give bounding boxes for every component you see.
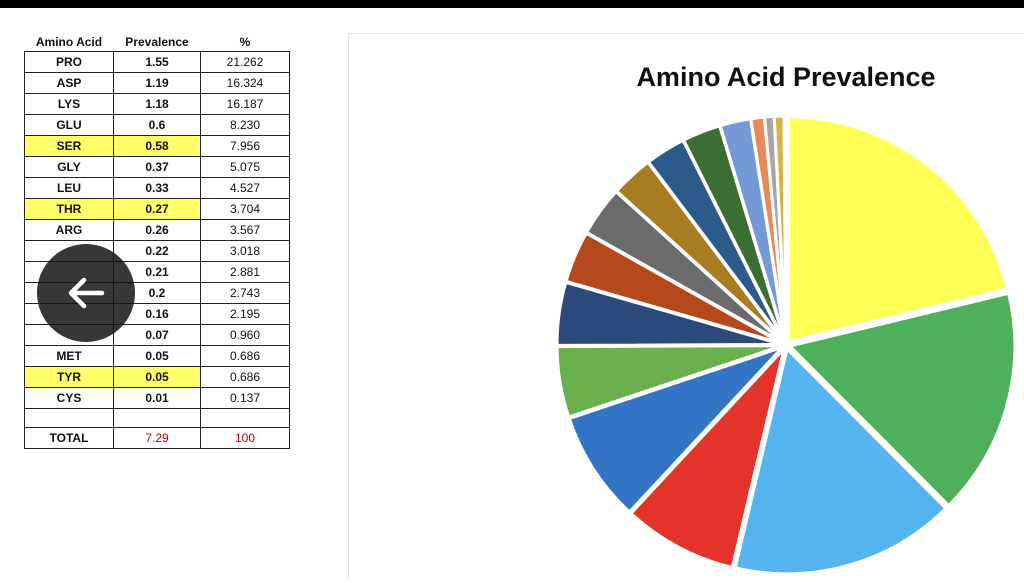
prevalence-cell: 0.26 xyxy=(113,219,201,241)
percent-cell: 5.075 xyxy=(200,156,290,178)
amino-acid-cell: ARG xyxy=(24,219,114,241)
prevalence-cell: 0.37 xyxy=(113,156,201,178)
percent-cell: 3.567 xyxy=(200,219,290,241)
prevalence-cell: 0.07 xyxy=(113,324,201,346)
total-label: TOTAL xyxy=(24,427,114,449)
prevalence-cell: 1.19 xyxy=(113,72,201,94)
total-percent: 100 xyxy=(200,427,290,449)
pie-slice-asp xyxy=(788,291,1017,508)
table-row: ARG 0.26 3.567 xyxy=(24,219,290,241)
table-row: SER 0.58 7.956 xyxy=(24,135,290,157)
amino-acid-cell: LYS xyxy=(24,93,114,115)
pie-slice-glu xyxy=(629,347,786,569)
blank-cell xyxy=(24,408,114,428)
percent-cell: 8.230 xyxy=(200,114,290,136)
blank-row xyxy=(24,408,290,428)
amino-acid-table: Amino Acid Prevalence % PRO 1.55 21.262 ASP… xyxy=(24,33,290,449)
prevalence-cell: 0.58 xyxy=(113,135,201,157)
prevalence-cell: 1.18 xyxy=(113,93,201,115)
percent-cell: 0.137 xyxy=(200,387,290,409)
table-row: CYS 0.01 0.137 xyxy=(24,387,290,409)
header-amino-acid: Amino Acid xyxy=(35,35,103,49)
percent-cell: 0.686 xyxy=(200,345,290,367)
table-header-row: Amino Acid Prevalence % xyxy=(25,33,290,52)
amino-acid-cell: TYR xyxy=(24,366,114,388)
header-percent: % xyxy=(239,35,251,49)
amino-acid-cell: GLY xyxy=(24,156,114,178)
amino-acid-cell: SER xyxy=(24,135,114,157)
top-bar xyxy=(0,0,1024,8)
percent-cell: 7.956 xyxy=(200,135,290,157)
table-body: PRO 1.55 21.262 ASP 1.19 16.324 LYS 1.18 16.187 G… xyxy=(24,51,290,449)
percent-cell: 21.262 xyxy=(200,51,290,73)
amino-acid-cell: CYS xyxy=(24,387,114,409)
table-row: THR 0.27 3.704 xyxy=(24,198,290,220)
table-row: ASP 1.19 16.324 xyxy=(24,72,290,94)
pie-slice-cys xyxy=(782,114,788,343)
percent-cell: 3.018 xyxy=(200,240,290,262)
table-row: LYS 1.18 16.187 xyxy=(24,93,290,115)
percent-cell: 16.187 xyxy=(200,93,290,115)
back-button[interactable] xyxy=(37,244,135,342)
arrow-left-icon xyxy=(68,277,105,309)
blank-cell xyxy=(200,408,290,428)
pie-slice-pro xyxy=(786,115,1009,344)
pie-chart: Amino Acid Prevalence xyxy=(555,62,1017,576)
amino-acid-cell: THR xyxy=(24,198,114,220)
table-row: PRO 1.55 21.262 xyxy=(24,51,290,73)
percent-cell: 2.743 xyxy=(200,282,290,304)
percent-cell: 4.527 xyxy=(200,177,290,199)
pie-slice-lys xyxy=(733,347,948,576)
total-prevalence: 7.29 xyxy=(113,427,201,449)
chart-area: Amino Acid Prevalence xyxy=(348,33,1024,578)
table-row: MET 0.05 0.686 xyxy=(24,345,290,367)
percent-cell: 2.881 xyxy=(200,261,290,283)
amino-acid-cell: MET xyxy=(24,345,114,367)
table-row: LEU 0.33 4.527 xyxy=(24,177,290,199)
amino-acid-cell: ASP xyxy=(24,72,114,94)
blank-cell xyxy=(113,408,201,428)
prevalence-cell: 0.33 xyxy=(113,177,201,199)
table-row: GLY 0.37 5.075 xyxy=(24,156,290,178)
percent-cell: 2.195 xyxy=(200,303,290,325)
prevalence-cell: 0.27 xyxy=(113,198,201,220)
percent-cell: 0.686 xyxy=(200,366,290,388)
percent-cell: 3.704 xyxy=(200,198,290,220)
table-row: GLU 0.6 8.230 xyxy=(24,114,290,136)
prevalence-cell: 0.01 xyxy=(113,387,201,409)
prevalence-cell: 1.55 xyxy=(113,51,201,73)
prevalence-cell: 0.05 xyxy=(113,345,201,367)
table-row: 0.22 3.018 xyxy=(24,240,290,262)
amino-acid-table-wrapper: Amino Acid Prevalence % PRO 1.55 21.262 ASP… xyxy=(24,33,290,449)
total-row: TOTAL 7.29 100 xyxy=(24,427,290,449)
header-prevalence: Prevalence xyxy=(125,35,189,49)
chart-title: Amino Acid Prevalence xyxy=(636,62,935,92)
amino-acid-cell: GLU xyxy=(24,114,114,136)
prevalence-cell: 0.6 xyxy=(113,114,201,136)
prevalence-cell: 0.05 xyxy=(113,366,201,388)
percent-cell: 16.324 xyxy=(200,72,290,94)
percent-cell: 0.960 xyxy=(200,324,290,346)
amino-acid-cell: LEU xyxy=(24,177,114,199)
table-row: TYR 0.05 0.686 xyxy=(24,366,290,388)
pie-slice-ser xyxy=(567,345,785,514)
prevalence-cell: 0.22 xyxy=(113,240,201,262)
pie-slices xyxy=(555,114,1017,576)
amino-acid-cell: PRO xyxy=(24,51,114,73)
